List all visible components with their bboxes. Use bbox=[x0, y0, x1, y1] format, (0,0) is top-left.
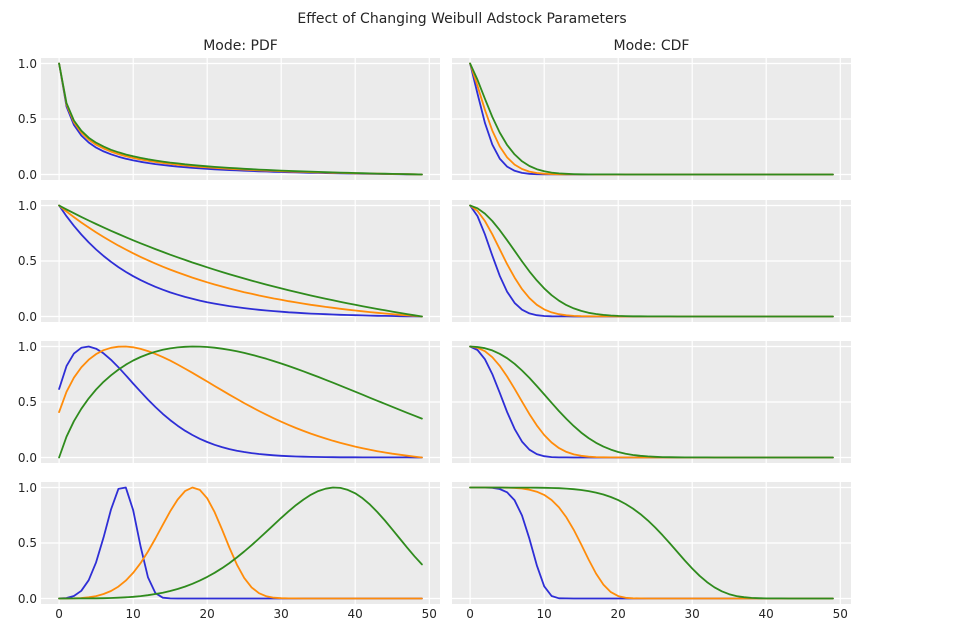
y-tick-label: 1.0 bbox=[17, 339, 37, 354]
y-tick-label: 1.0 bbox=[17, 198, 37, 213]
series-line-scale=40 bbox=[58, 204, 423, 318]
subplot-pdf-shape-5 bbox=[41, 482, 440, 604]
y-tick-label: 0.0 bbox=[17, 309, 37, 324]
y-tick-label: 1.0 bbox=[17, 56, 37, 71]
subplot-pdf-shape-1 bbox=[41, 200, 440, 322]
series-line-scale=20 bbox=[58, 345, 423, 459]
subplot-cdf-shape-1 bbox=[452, 200, 851, 322]
x-tick-label: 20 bbox=[610, 607, 626, 621]
x-tick-label: 20 bbox=[199, 607, 215, 621]
series-line-scale=20 bbox=[58, 204, 423, 318]
x-tick-label: 50 bbox=[421, 607, 437, 621]
y-tick-label: 0.5 bbox=[17, 395, 37, 409]
series-line-scale=40 bbox=[58, 62, 423, 176]
subplot-cdf-shape-0.5 bbox=[452, 58, 851, 180]
x-tick-label: 10 bbox=[125, 607, 141, 621]
x-tick-label: 30 bbox=[273, 607, 289, 621]
column-title-cdf: Mode: CDF bbox=[613, 38, 690, 54]
series-line-scale=40 bbox=[469, 345, 834, 459]
y-tick-label: 0.5 bbox=[17, 536, 37, 550]
series-line-scale=40 bbox=[58, 486, 423, 600]
subplot-cdf-shape-1.5 bbox=[452, 341, 851, 463]
y-tick-label: 0.0 bbox=[17, 167, 37, 182]
series-line-scale=40 bbox=[469, 204, 834, 318]
x-tick-label: 0 bbox=[466, 607, 474, 621]
subplot-pdf-shape-0.5 bbox=[41, 58, 440, 180]
subplot-cdf-shape-5 bbox=[452, 482, 851, 604]
x-tick-label: 40 bbox=[758, 607, 774, 621]
subplot-pdf-shape-1.5 bbox=[41, 341, 440, 463]
y-tick-label: 0.5 bbox=[17, 254, 37, 268]
series-line-scale=20 bbox=[58, 486, 423, 600]
x-tick-label: 0 bbox=[55, 607, 63, 621]
x-tick-label: 30 bbox=[684, 607, 700, 621]
column-title-pdf: Mode: PDF bbox=[203, 38, 278, 54]
x-tick-label: 10 bbox=[536, 607, 552, 621]
series-line-scale=10 bbox=[58, 204, 423, 318]
x-tick-label: 40 bbox=[347, 607, 363, 621]
series-line-scale=40 bbox=[469, 62, 834, 176]
y-tick-label: 0.0 bbox=[17, 591, 37, 606]
y-tick-label: 1.0 bbox=[17, 480, 37, 495]
x-tick-label: 50 bbox=[832, 607, 848, 621]
figure-title: Effect of Changing Weibull Adstock Param… bbox=[297, 11, 627, 27]
series-line-scale=40 bbox=[58, 345, 423, 459]
series-line-scale=40 bbox=[469, 486, 834, 600]
y-tick-label: 0.5 bbox=[17, 112, 37, 126]
y-tick-label: 0.0 bbox=[17, 450, 37, 465]
